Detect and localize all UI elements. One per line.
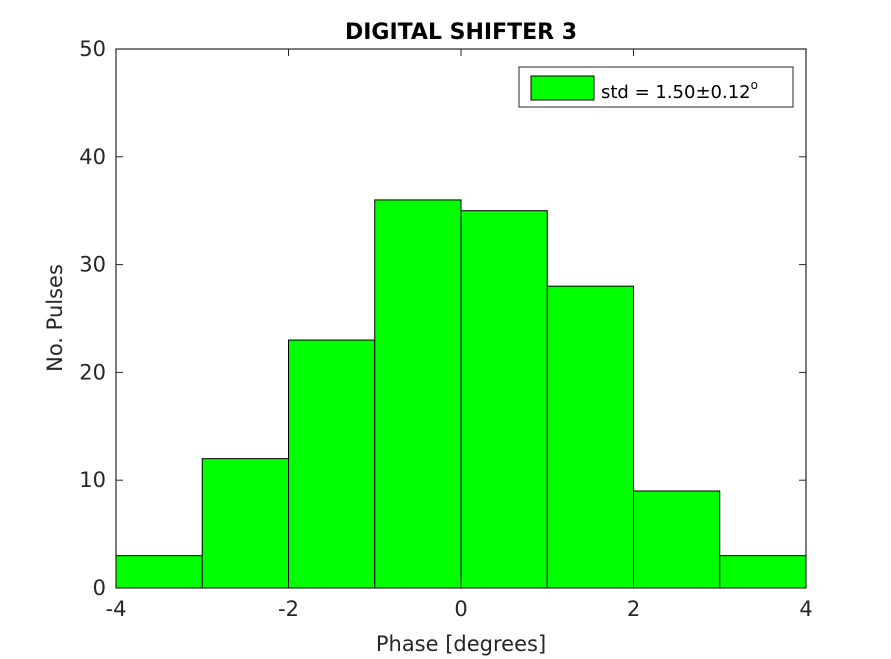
legend-swatch bbox=[530, 75, 595, 101]
histogram-bar bbox=[633, 490, 721, 589]
x-tick-label: 4 bbox=[799, 597, 812, 621]
histogram-bar bbox=[719, 555, 807, 589]
x-tick-label: 0 bbox=[454, 597, 467, 621]
legend-label: std = 1.50±0.12o bbox=[601, 78, 758, 103]
histogram-bar bbox=[374, 199, 462, 589]
legend-label-text: std = 1.50±0.12 bbox=[601, 82, 751, 103]
y-tick-label: 20 bbox=[79, 360, 106, 384]
histogram-bar bbox=[546, 285, 634, 589]
y-tick-label: 0 bbox=[93, 576, 106, 600]
histogram-bar bbox=[115, 555, 203, 589]
x-tick-label: -2 bbox=[278, 597, 299, 621]
legend-label-superscript: o bbox=[751, 78, 758, 92]
y-tick-label: 10 bbox=[79, 468, 106, 492]
bars-group bbox=[115, 199, 807, 589]
y-axis-label: No. Pulses bbox=[43, 264, 67, 372]
chart-title: DIGITAL SHIFTER 3 bbox=[345, 20, 577, 45]
x-tick-label: -4 bbox=[106, 597, 127, 621]
y-tick-label: 50 bbox=[79, 37, 106, 61]
histogram-bar bbox=[201, 458, 289, 589]
legend: std = 1.50±0.12o bbox=[518, 66, 794, 108]
x-axis-label: Phase [degrees] bbox=[376, 632, 546, 656]
histogram-bar bbox=[460, 210, 548, 589]
histogram-bar bbox=[288, 339, 376, 589]
y-tick-label: 40 bbox=[79, 145, 106, 169]
axes-box bbox=[115, 48, 807, 589]
x-tick-label: 2 bbox=[627, 597, 640, 621]
y-tick-label: 30 bbox=[79, 253, 106, 277]
